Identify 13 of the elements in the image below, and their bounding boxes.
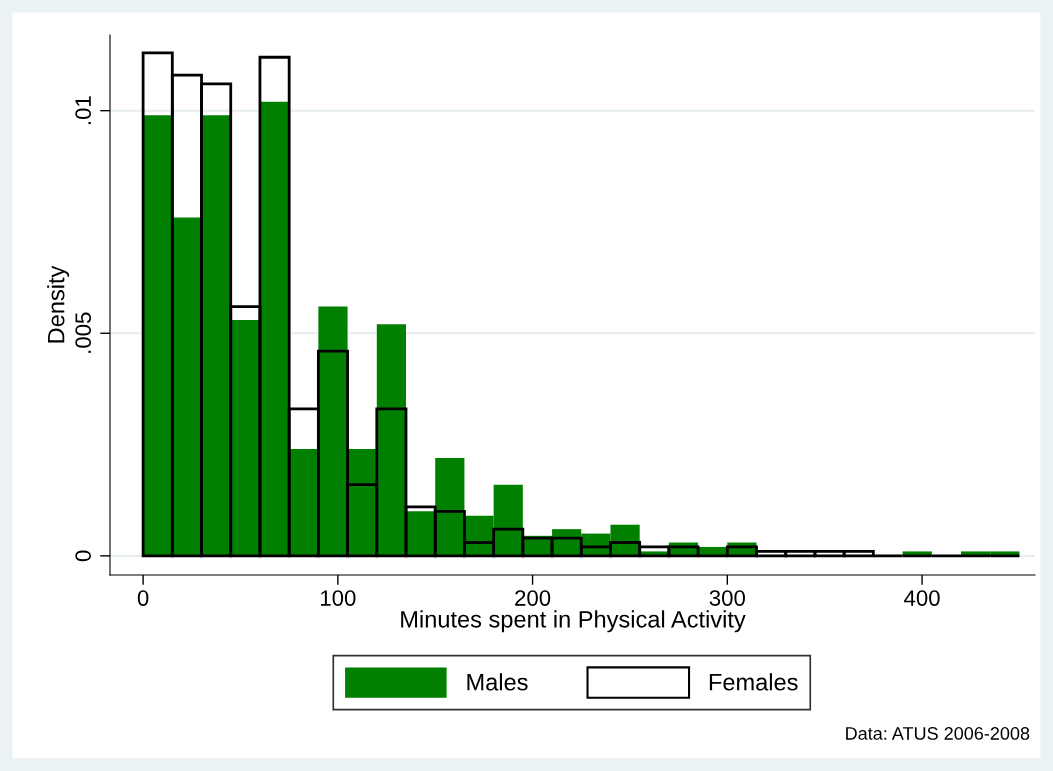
y-tick-label: .005 — [75, 312, 92, 353]
x-tick-label: 0 — [137, 590, 149, 606]
x-axis-title: Minutes spent in Physical Activity — [401, 610, 746, 633]
text: Data: ATUS 2006-2008 — [846, 727, 1030, 740]
y-tick-label: 0 — [75, 550, 92, 562]
y-axis-title: Density — [47, 265, 70, 343]
legend-label: Females — [709, 673, 798, 691]
x-tick-label: 200 — [515, 590, 551, 606]
x-tick-label: 400 — [904, 590, 940, 606]
legend-label: Males — [467, 673, 528, 691]
y-tick-label: .01 — [75, 96, 92, 125]
x-tick-label: 100 — [321, 590, 356, 606]
x-tick-label: 300 — [709, 590, 745, 606]
